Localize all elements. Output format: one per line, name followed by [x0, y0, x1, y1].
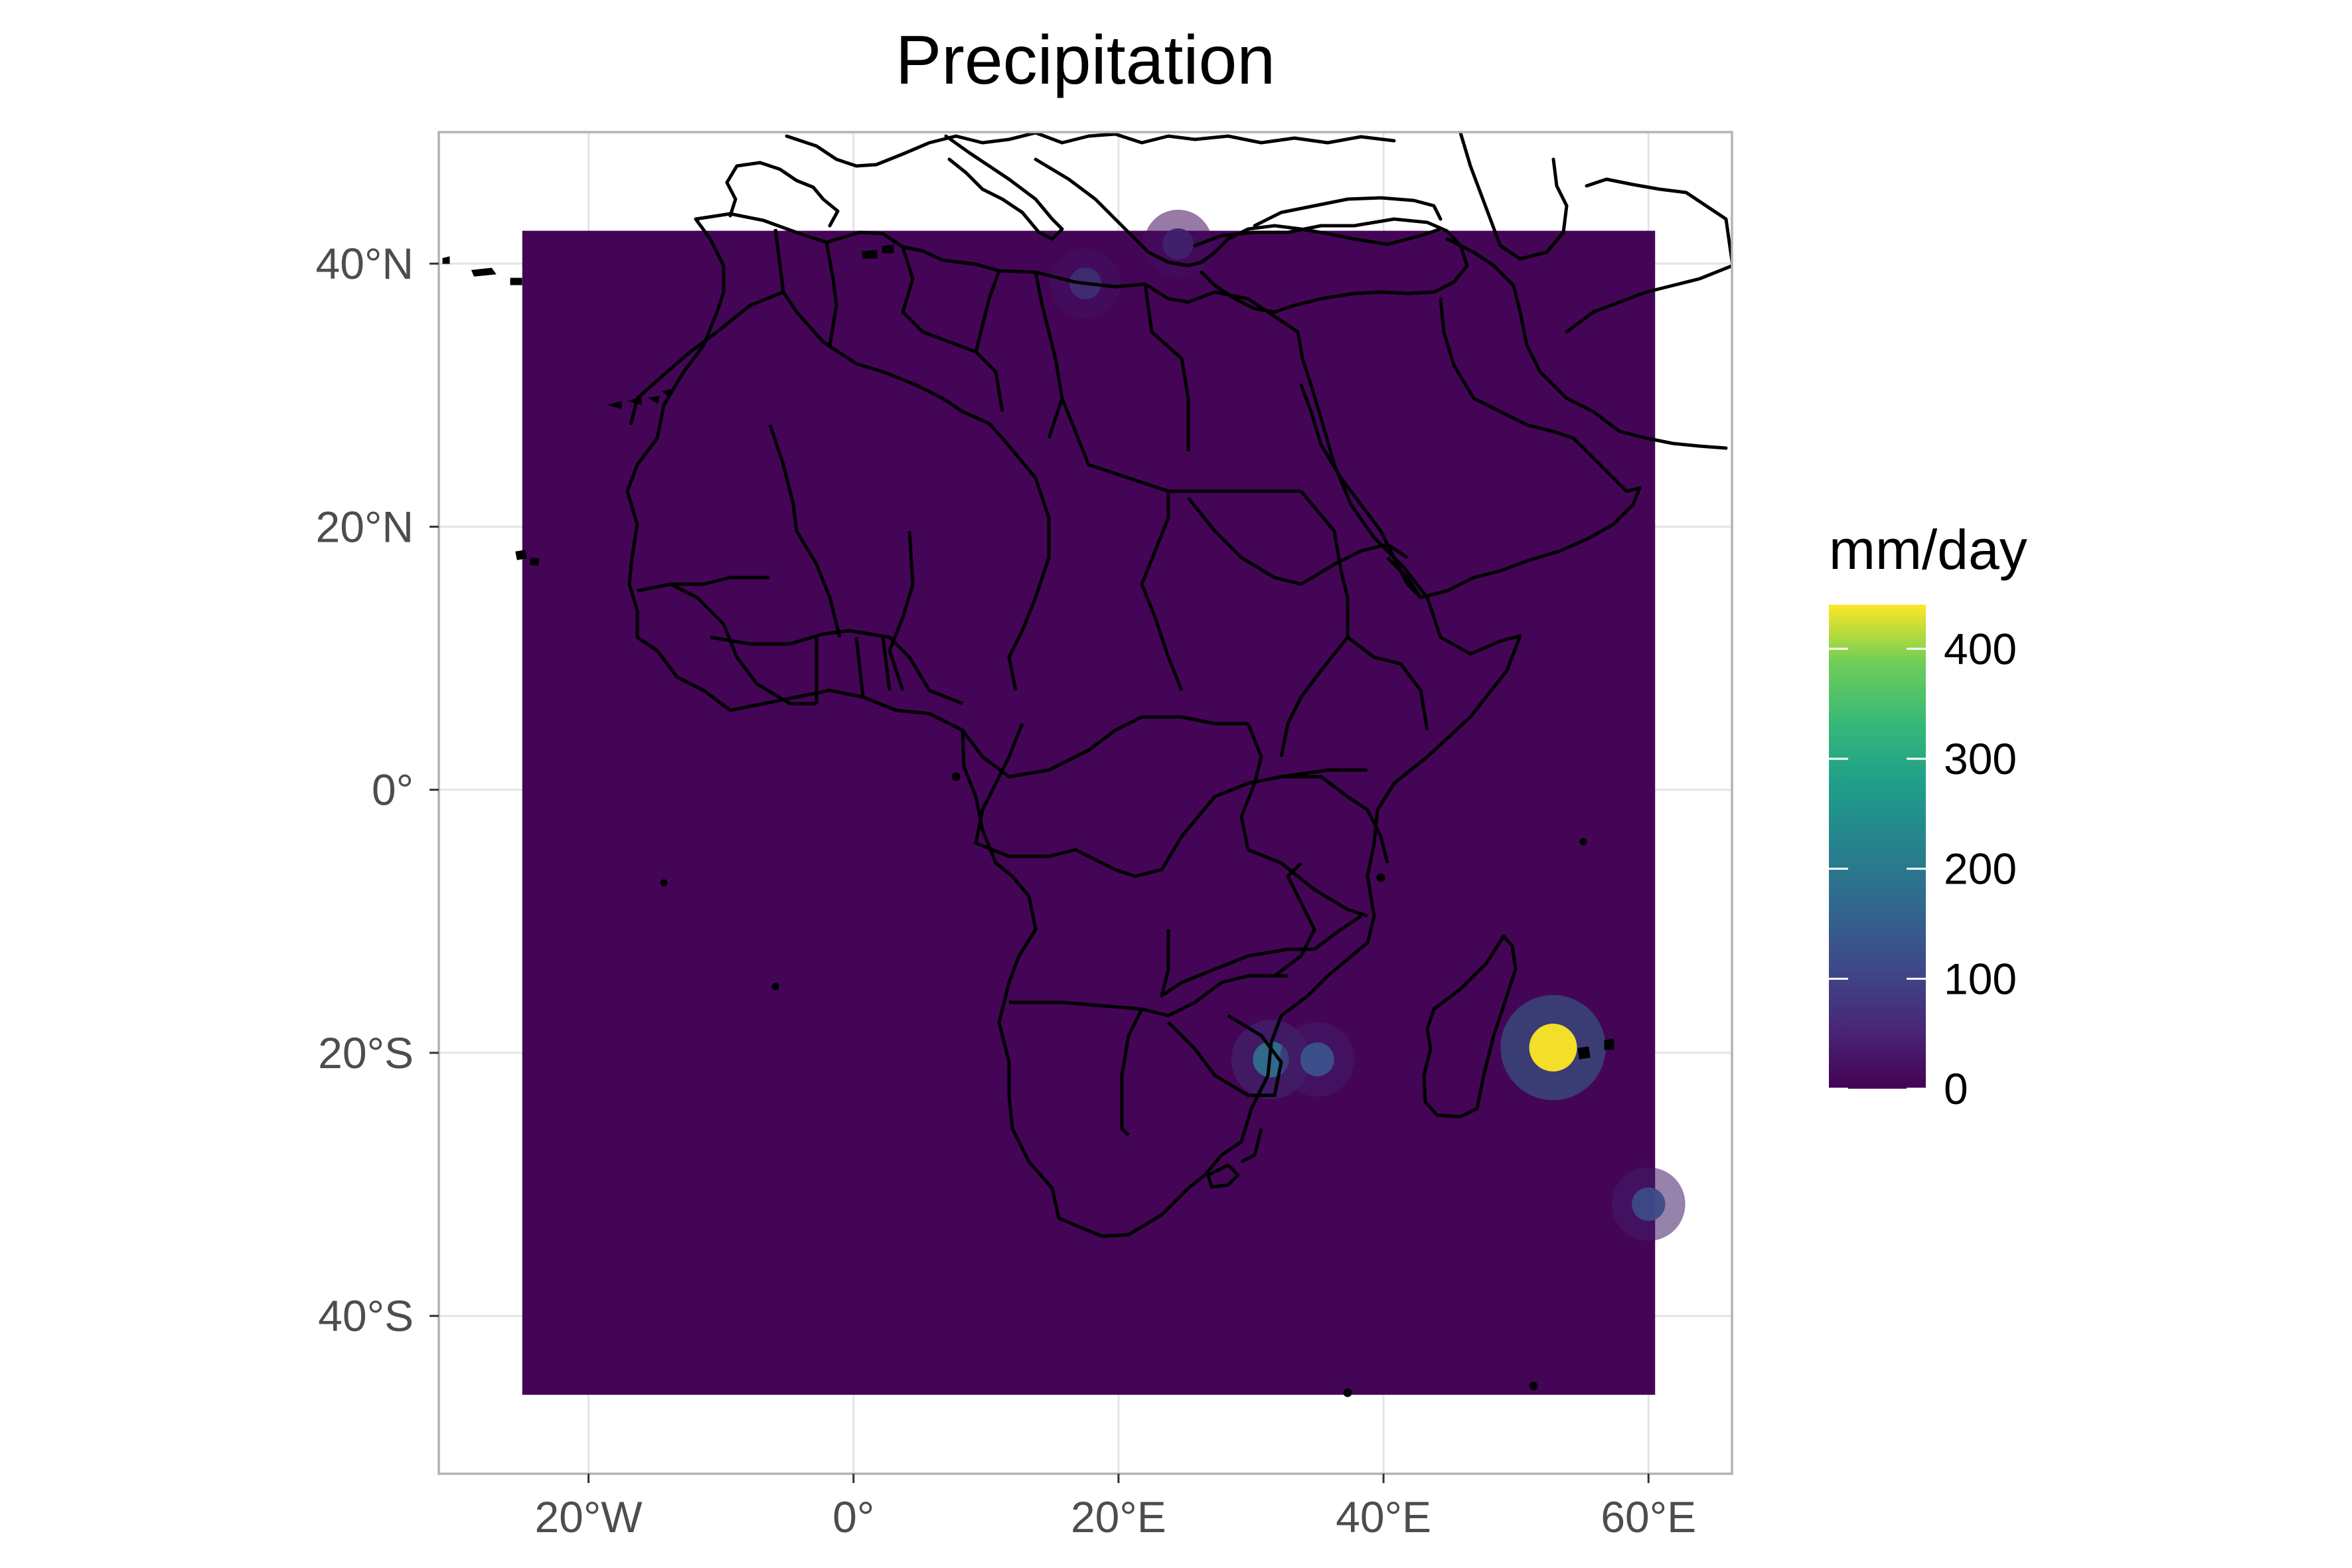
legend-tick-label: 300 [1944, 734, 2017, 783]
precipitation-hotspot [1162, 228, 1194, 260]
madagascar-coastline [1422, 934, 1518, 1119]
crozet-island [1529, 1381, 1538, 1391]
east-africa-borders [1281, 556, 1429, 864]
legend-colorbar [1829, 605, 1926, 1089]
x-tick-label: 40°E [1336, 1492, 1431, 1541]
raster-background [522, 230, 1656, 1395]
legend-tick-label: 100 [1944, 954, 2017, 1003]
legend-ticks: 400 300 200 100 0 [1829, 624, 2017, 1113]
x-tick-label: 60°E [1601, 1492, 1696, 1541]
y-tick-label: 40°S [318, 1291, 414, 1340]
precipitation-hotspot [1632, 1187, 1666, 1221]
persian-gulf-coastline [1445, 237, 1728, 450]
west-africa-borders [669, 582, 963, 706]
legend-tick-label: 200 [1944, 844, 2017, 894]
precipitation-hotspot [1529, 1024, 1577, 1072]
italy-coastline [944, 134, 1064, 241]
arabia-coastline [1299, 297, 1642, 599]
x-tick-label: 20°W [534, 1492, 643, 1541]
north-africa-borders [629, 228, 1301, 493]
legend-tick-label: 400 [1944, 624, 2017, 673]
turkey-coastline [1193, 217, 1469, 314]
comoros-island [1376, 873, 1385, 882]
canary-islands [607, 389, 672, 409]
southern-africa-borders [1009, 862, 1362, 1164]
legend-title: mm/day [1829, 518, 2027, 581]
x-axis: 20°W 0° 20°E 40°E 60°E [534, 1474, 1696, 1541]
azores-islands [442, 256, 522, 285]
legend-tick-label: 0 [1944, 1064, 1968, 1113]
cape-verde-islands [515, 550, 539, 566]
y-tick-label: 0° [372, 765, 414, 815]
y-tick-label: 20°S [318, 1028, 414, 1077]
st-helena-island [771, 982, 779, 990]
iberia-coastline [725, 161, 840, 228]
precipitation-raster [522, 209, 1686, 1395]
prince-edward-island [1343, 1388, 1352, 1397]
sahel-borders [637, 424, 1409, 757]
seychelles-island [1579, 838, 1587, 846]
y-axis: 40°N 20°N 0° 20°S 40°S [316, 239, 439, 1340]
europe-north-coastline [785, 132, 1396, 168]
caspian-coastline [1458, 132, 1569, 261]
ascension-island [660, 879, 668, 887]
precipitation-hotspot [1300, 1042, 1334, 1077]
y-tick-label: 40°N [316, 239, 414, 288]
balkans-coastline [1034, 157, 1443, 268]
mascarene-islands [1577, 1038, 1614, 1059]
black-sea-coastline [1253, 196, 1443, 228]
africa-coastline [625, 212, 1522, 1238]
balearic-islands [862, 244, 894, 259]
chart-title: Precipitation [896, 22, 1275, 99]
country-outlines [442, 132, 1732, 1397]
central-africa-borders [961, 715, 1368, 918]
bioko-island [951, 772, 961, 781]
y-tick-label: 20°N [316, 502, 414, 551]
x-tick-label: 0° [832, 1492, 874, 1541]
iran-coastline [1565, 177, 1732, 334]
lesotho-border [1206, 1163, 1240, 1189]
x-tick-label: 20°E [1071, 1492, 1166, 1541]
plot-panel-border [437, 131, 1733, 1475]
